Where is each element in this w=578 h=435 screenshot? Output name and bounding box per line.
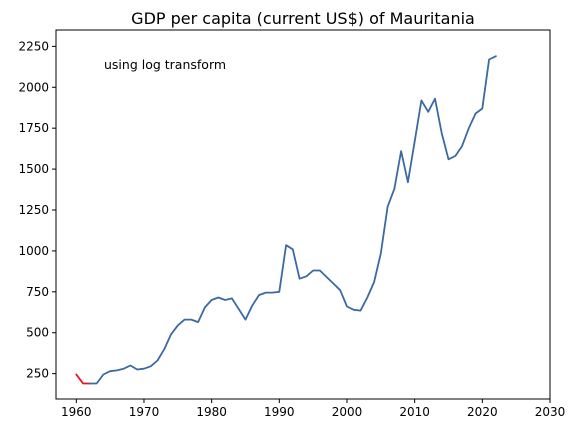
series-layer [75,55,497,385]
x-tick-label: 2010 [399,405,430,419]
y-tick-label: 1000 [18,244,49,258]
chart-annotation: using log transform [104,57,226,72]
y-tick-label: 1250 [18,203,49,217]
chart-title: GDP per capita (current US$) of Mauritan… [131,9,475,28]
plot-area [55,29,551,400]
x-tick-label: 2030 [535,405,566,419]
y-tick-label: 500 [26,326,49,340]
y-tick-label: 2250 [18,39,49,53]
x-tick-label: 1990 [264,405,295,419]
x-axis: 1960 1970 1980 1990 2000 2010 2020 2030 [61,399,565,419]
x-tick-label: 2000 [332,405,363,419]
y-tick-label: 250 [26,367,49,381]
y-tick-label: 750 [26,285,49,299]
x-tick-label: 1980 [196,405,227,419]
x-tick-label: 2020 [467,405,498,419]
y-tick-label: 1750 [18,121,49,135]
y-tick-label: 2000 [18,80,49,94]
y-tick-label: 1500 [18,162,49,176]
x-tick-label: 1960 [61,405,92,419]
y-axis: 250 500 750 1000 1250 1500 1750 2000 2250 [18,39,56,381]
x-tick-label: 1970 [129,405,160,419]
series-line-1 [75,373,91,385]
series-line-2 [88,55,497,385]
